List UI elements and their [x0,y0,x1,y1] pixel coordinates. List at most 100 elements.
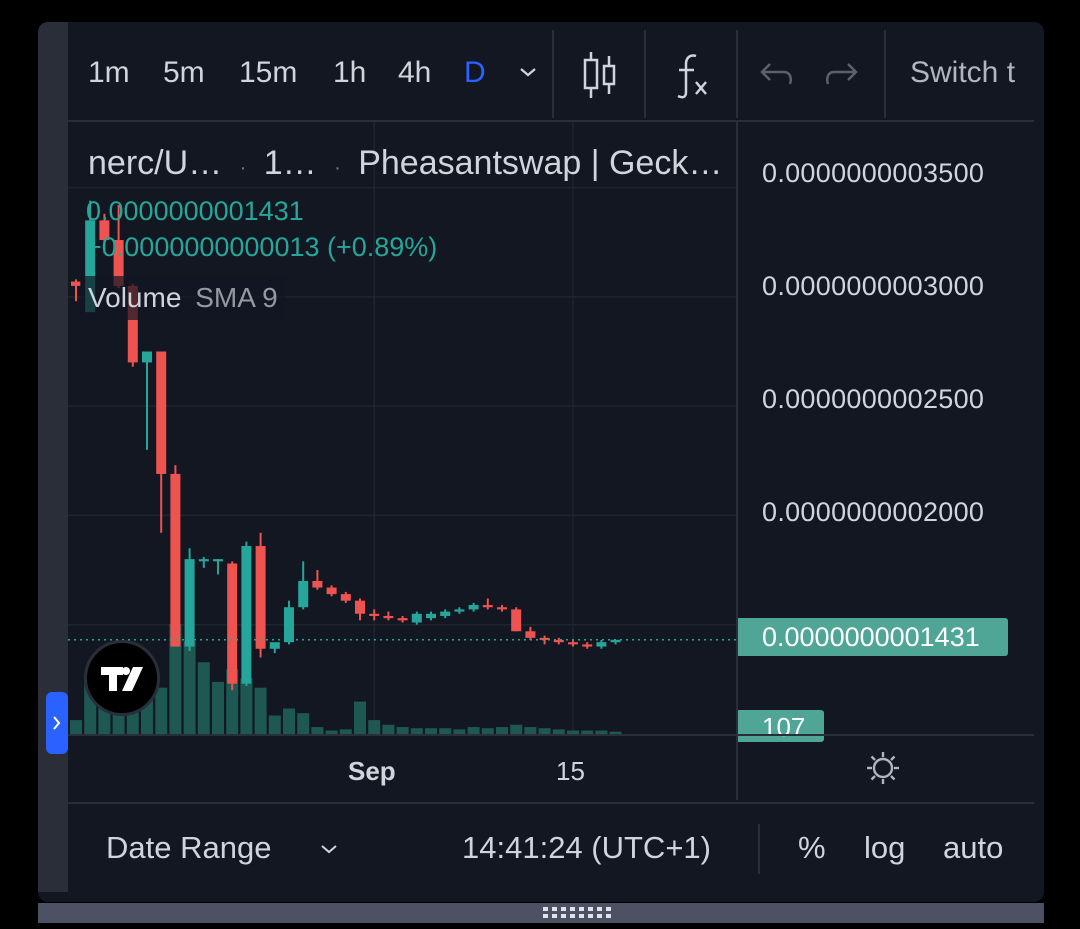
volume-bar [339,729,352,734]
toolbar-divider [644,30,646,118]
candle-body [198,559,209,562]
price-label: 0.0000000003500 [762,158,985,188]
volume-bar [183,641,196,734]
candle-body [156,351,167,474]
toolbar-divider [552,30,554,118]
price-axis[interactable]: 0.0000000003500 0.0000000003000 0.000000… [736,122,1036,742]
volume-sma-label: SMA 9 [195,282,278,313]
candle-body [582,644,593,647]
volume-bar [481,728,494,734]
price-label: 0.0000000002500 [762,384,985,414]
time-label-15: 15 [556,756,585,786]
volume-bar [283,708,295,734]
chart-pane[interactable]: nerc/U… · 1… · Pheasantswap | Geck… 0.00… [68,122,736,734]
volume-bar [354,701,366,734]
candle-body [426,613,436,619]
candle-body [553,640,564,643]
volume-legend[interactable]: Volume SMA 9 [80,276,286,320]
volume-bar [226,669,239,734]
chevron-right-icon [53,716,61,730]
legend-symbol[interactable]: nerc/U… [88,144,223,182]
timeframe-1m[interactable]: 1m [88,56,130,89]
volume-bar [595,730,608,734]
timeframe-1h[interactable]: 1h [333,56,367,89]
top-toolbar: 1m 5m 15m 1h 4h D [68,22,1034,122]
volume-bar [368,720,381,734]
legend-change: +0.0000000000013 (+0.89%) [86,232,438,262]
legend-dot: · [239,157,247,179]
auto-toggle[interactable]: auto [943,830,1004,865]
volume-bar [70,720,82,734]
bottom-toolbar: Date Range 14:41:24 (UTC+1) % log auto [68,802,1034,892]
chart-type-candles-icon[interactable] [580,50,620,105]
candlestick-chart [68,122,736,734]
candle-body [326,587,337,595]
volume-bar [510,724,523,734]
price-label: 0.0000000002000 [762,497,985,527]
volume-bar [581,730,594,734]
candle-body [213,559,223,562]
percent-toggle[interactable]: % [798,830,826,865]
candle-body [454,609,465,612]
expand-sidebar-handle[interactable] [46,692,68,754]
axis-divider [736,736,738,800]
timeframe-5m[interactable]: 5m [163,56,205,89]
volume-bar [297,713,310,734]
candle-body [383,615,394,619]
tradingview-logo[interactable] [84,640,160,716]
volume-label: Volume [88,282,182,313]
candle-body [525,631,536,638]
timeframe-d[interactable]: D [464,56,486,89]
candle-body [369,613,380,616]
log-toggle[interactable]: log [864,830,906,865]
volume-bar [240,678,253,734]
candle-body [113,240,124,286]
redo-icon[interactable] [824,60,860,95]
candle-body [568,642,578,645]
date-range-button[interactable]: Date Range [106,830,272,865]
volume-bar [425,728,437,734]
candle-body [142,351,152,363]
candle-body [312,581,323,588]
volume-bar [524,727,537,734]
timeframe-4h[interactable]: 4h [398,56,432,89]
volume-bar [311,727,324,734]
resize-handle-bar[interactable] [38,903,1044,923]
candle-body [71,281,81,286]
clock-timezone[interactable]: 14:41:24 (UTC+1) [462,830,711,865]
volume-bar [410,728,423,734]
legend-interval: 1… [263,144,317,182]
timeframe-dropdown-chevron-down-icon[interactable] [516,60,540,89]
switch-button[interactable]: Switch t [910,56,1016,89]
toolbar-divider [884,30,886,118]
candle-body [284,607,294,643]
candle-body [127,285,138,363]
legend-exchange: Pheasantswap | Geck… [358,144,723,182]
volume-bar [538,728,551,734]
timeframe-15m[interactable]: 15m [239,56,298,89]
candle-body [497,607,507,610]
settings-gear-icon[interactable] [865,750,901,791]
time-label-sep: Sep [348,756,396,786]
toolbar-divider [736,30,738,118]
undo-icon[interactable] [758,60,794,95]
date-range-chevron-down-icon[interactable] [318,838,340,865]
volume-bar [467,727,480,734]
volume-bar [382,724,395,734]
candle-body [340,594,351,601]
grip-dots-icon [543,907,611,918]
time-axis[interactable]: Sep 15 [68,734,1034,804]
volume-bar [496,727,508,734]
candle-body [397,618,408,621]
volume-bar [609,731,622,734]
indicators-fx-icon[interactable] [672,52,712,105]
legend-price: 0.0000000001431 [86,196,304,226]
legend-symbol-row: nerc/U… · 1… · Pheasantswap | Geck… [88,144,722,183]
candle-body [610,639,621,643]
candle-body [440,611,451,616]
candle-body [85,220,96,313]
bottom-divider [758,824,760,874]
candle-body [298,581,309,608]
candle-body [468,605,479,610]
candle-body [511,609,522,632]
